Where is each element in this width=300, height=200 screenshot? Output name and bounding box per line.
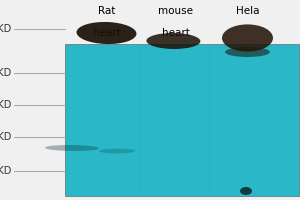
Text: Rat: Rat xyxy=(98,6,115,16)
Text: 45KD: 45KD xyxy=(0,100,12,110)
Ellipse shape xyxy=(45,145,99,151)
Ellipse shape xyxy=(146,33,200,49)
Text: 94KD: 94KD xyxy=(0,24,12,34)
Text: heart: heart xyxy=(93,28,120,38)
Text: 35KD: 35KD xyxy=(0,132,12,142)
Text: mouse: mouse xyxy=(158,6,193,16)
Ellipse shape xyxy=(222,24,273,52)
Text: Hela: Hela xyxy=(236,6,259,16)
Text: 66KD: 66KD xyxy=(0,68,12,78)
Ellipse shape xyxy=(99,149,135,153)
Ellipse shape xyxy=(225,47,270,57)
Ellipse shape xyxy=(76,22,136,44)
Bar xyxy=(64,44,298,196)
Text: 26KD: 26KD xyxy=(0,166,12,176)
Ellipse shape xyxy=(240,187,252,195)
Text: heart: heart xyxy=(162,28,189,38)
